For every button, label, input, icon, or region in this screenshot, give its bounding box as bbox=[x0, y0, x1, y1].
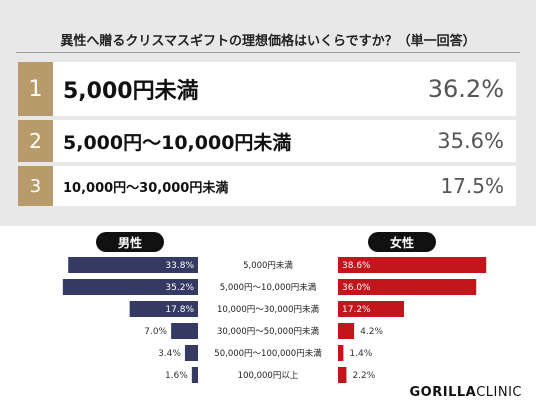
chart-title: 異性へ贈るクリスマスギフトの理想価格はいくらですか？（単一回答） bbox=[60, 34, 476, 49]
ranking-row-1: 1 5,000円未満 36.2% bbox=[18, 62, 516, 116]
male-value-label-3: 7.0% bbox=[144, 327, 167, 337]
male-value-label-4: 3.4% bbox=[158, 349, 181, 359]
category-label-1: 5,000円〜10,000円未満 bbox=[220, 282, 317, 293]
brand-bold: GORILLA bbox=[409, 385, 477, 400]
legend-male: 男性 bbox=[96, 232, 164, 252]
male-value-label-5: 1.6% bbox=[165, 371, 188, 381]
rank-label-1: 5,000円未満 bbox=[63, 79, 199, 104]
female-value-label-0: 38.6% bbox=[342, 261, 371, 271]
female-bar-3 bbox=[338, 323, 355, 339]
rank-label-2: 5,000円〜10,000円未満 bbox=[63, 131, 292, 154]
title-divider bbox=[16, 52, 520, 53]
category-label-2: 10,000円〜30,000円未満 bbox=[217, 304, 319, 315]
rank-label-3: 10,000円〜30,000円未満 bbox=[63, 180, 229, 196]
male-bar-2 bbox=[129, 301, 198, 317]
brand-light: CLINIC bbox=[476, 385, 522, 400]
rank-percent-3: 17.5% bbox=[440, 174, 504, 198]
category-label-3: 30,000円〜50,000円未満 bbox=[217, 326, 319, 337]
female-bar-5 bbox=[338, 367, 347, 383]
male-bar-0 bbox=[68, 257, 198, 273]
category-label-5: 100,000円以上 bbox=[238, 371, 299, 381]
male-value-label-0: 33.8% bbox=[165, 261, 194, 271]
female-bar-2 bbox=[338, 301, 405, 317]
rank-percent-1: 36.2% bbox=[427, 75, 504, 103]
female-bar-1 bbox=[338, 279, 477, 295]
female-value-label-2: 17.2% bbox=[342, 305, 371, 315]
rank-percent-2: 35.6% bbox=[437, 129, 504, 153]
female-bar-0 bbox=[338, 257, 487, 273]
female-value-label-1: 36.0% bbox=[342, 283, 371, 293]
legend-female: 女性 bbox=[368, 232, 436, 252]
female-value-label-4: 1.4% bbox=[349, 349, 372, 359]
male-value-label-2: 17.8% bbox=[165, 305, 194, 315]
category-label-4: 50,000円〜100,000円未満 bbox=[214, 348, 322, 359]
rank-badge-1: 1 bbox=[18, 62, 53, 116]
male-bar-5 bbox=[191, 367, 198, 383]
category-label-0: 5,000円未満 bbox=[243, 260, 293, 271]
female-value-label-5: 2.2% bbox=[352, 371, 375, 381]
male-bar-3 bbox=[171, 323, 198, 339]
male-bar-4 bbox=[184, 345, 198, 361]
brand-logo: GORILLACLINIC bbox=[410, 385, 523, 400]
rank-badge-2: 2 bbox=[18, 120, 53, 162]
female-value-label-3: 4.2% bbox=[360, 327, 383, 337]
male-value-label-1: 35.2% bbox=[165, 283, 194, 293]
male-bar-1 bbox=[62, 279, 198, 295]
rank-badge-3: 3 bbox=[18, 166, 53, 206]
ranking-row-2: 2 5,000円〜10,000円未満 35.6% bbox=[18, 120, 516, 162]
butterfly-bar-chart: 33.8% 5,000円未満 38.6% 35.2% 5,000円〜10,000円未満 3… bbox=[62, 257, 487, 383]
ranking-row-3: 3 10,000円〜30,000円未満 17.5% bbox=[18, 166, 516, 206]
female-bar-4 bbox=[338, 345, 344, 361]
